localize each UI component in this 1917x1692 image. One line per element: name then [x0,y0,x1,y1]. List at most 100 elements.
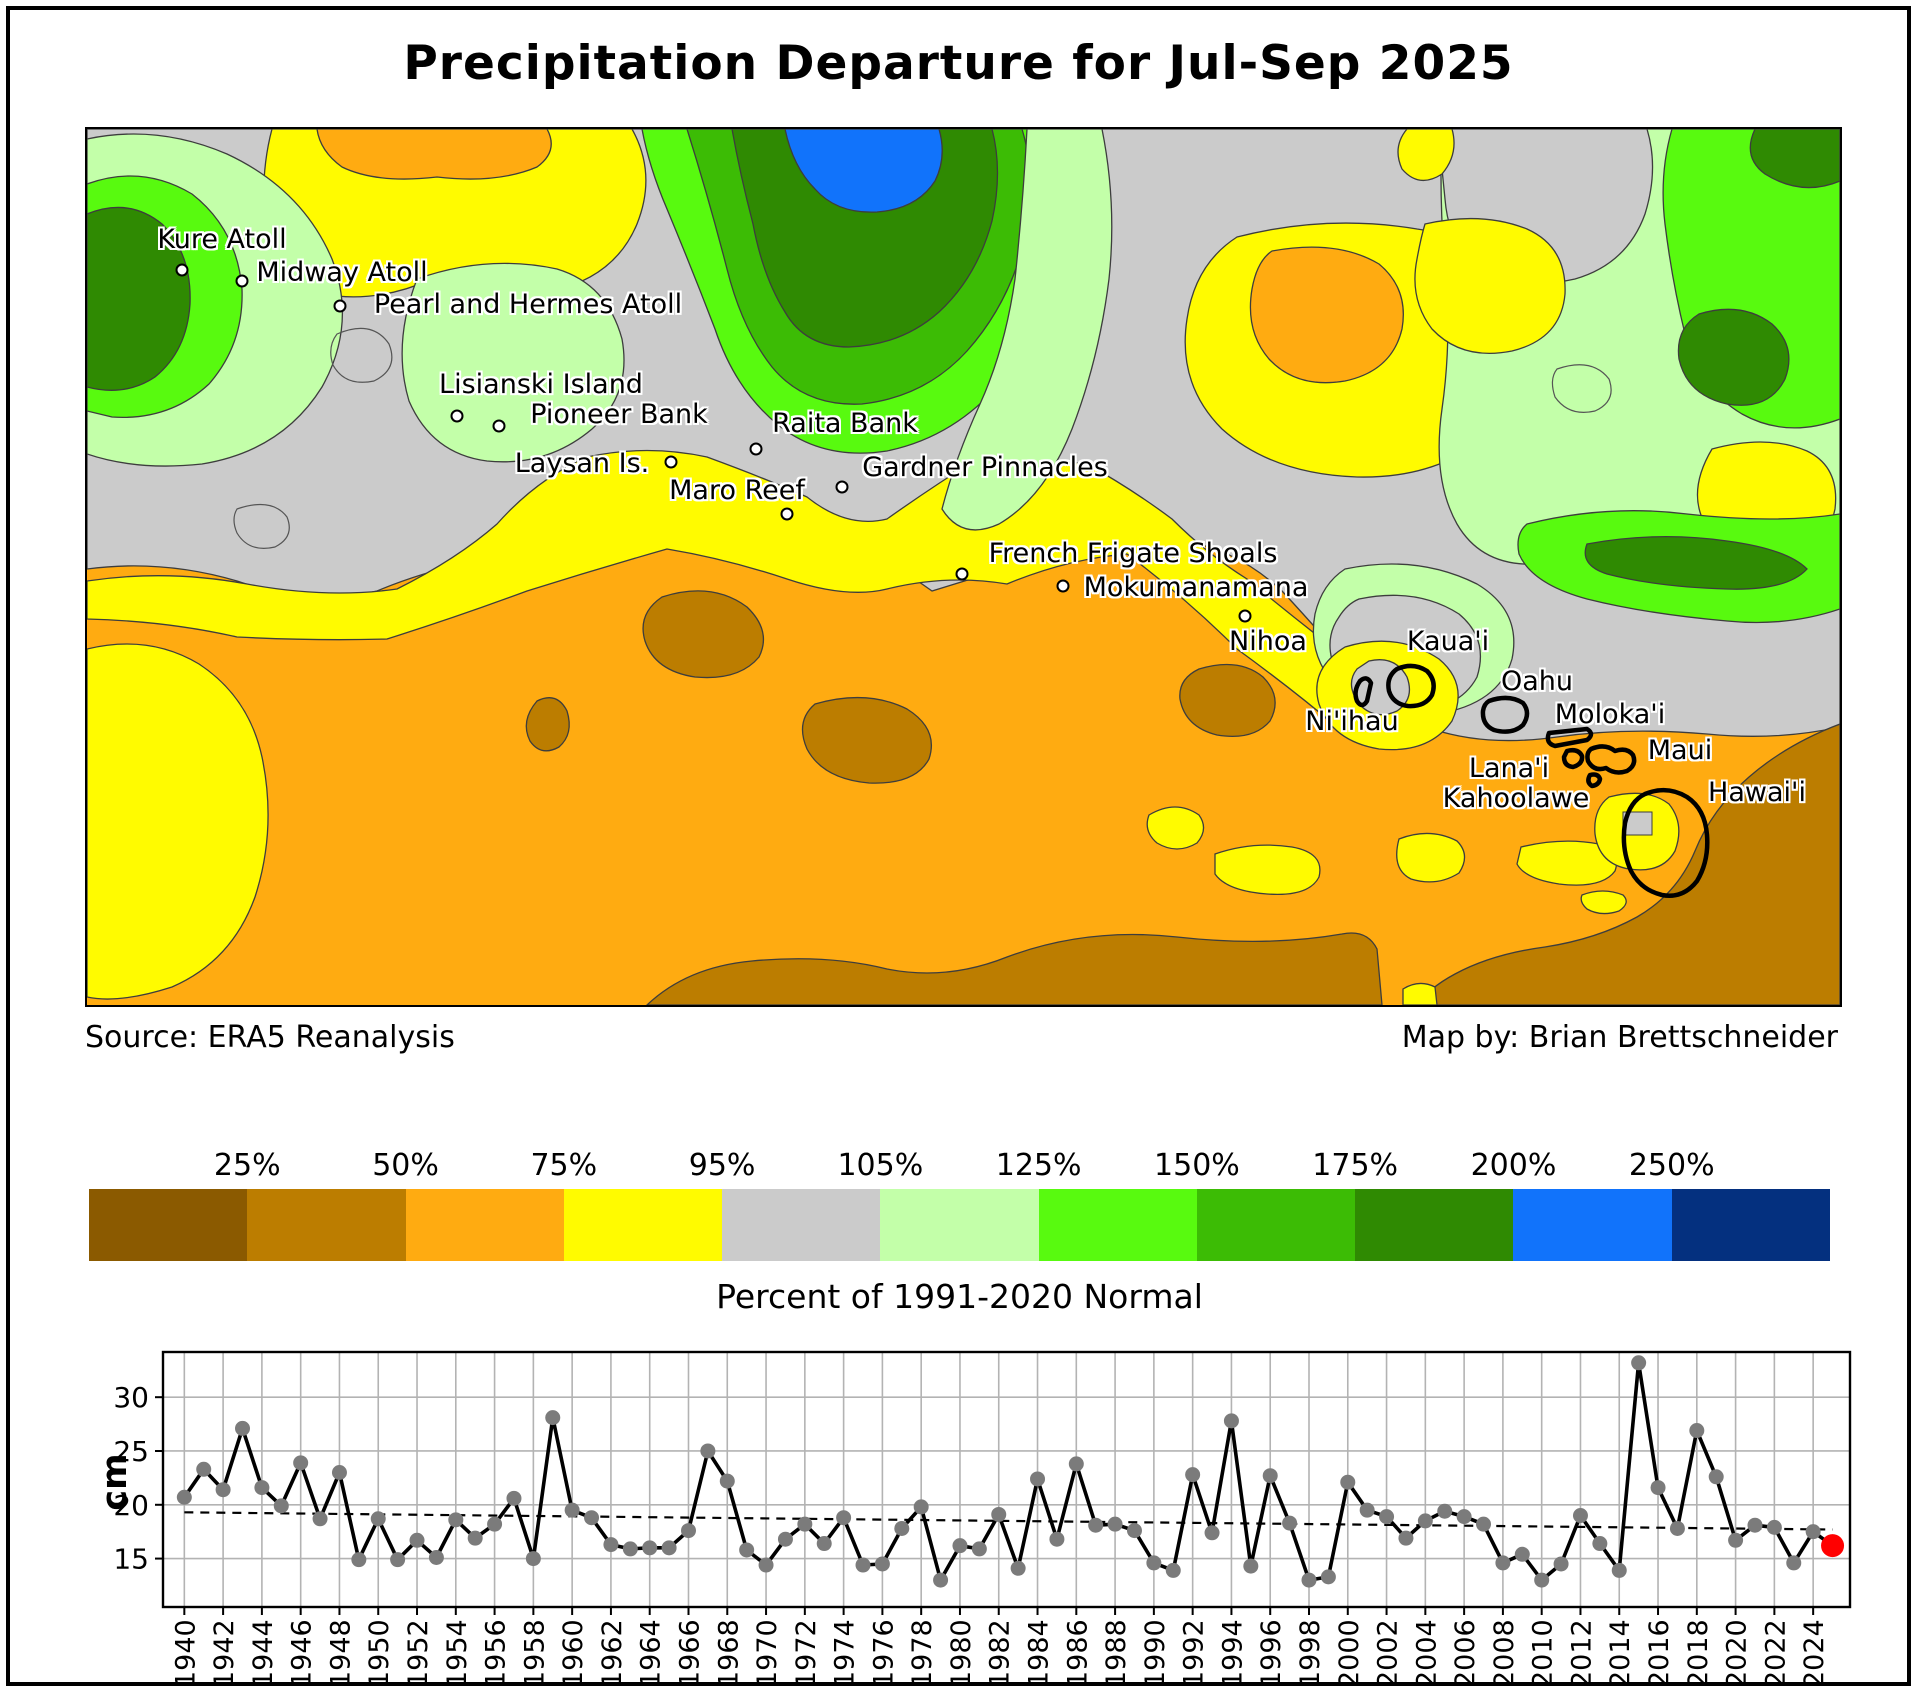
data-point [1088,1517,1104,1533]
contour-region [1418,723,1840,1005]
x-tick-label: 1982 [985,1619,1016,1688]
contour-region [1516,840,1618,886]
contour-region [801,696,933,784]
x-tick-label: 1964 [636,1619,667,1688]
data-point [467,1530,483,1546]
contour-region [316,129,552,180]
contour-region [1397,129,1455,181]
contour-region [1584,536,1808,590]
legend-tick-label: 250% [1628,1148,1715,1183]
x-tick-label: 2018 [1683,1619,1714,1688]
contour-region [1214,844,1321,896]
x-tick-label: 2016 [1644,1619,1675,1688]
x-tick-label: 2014 [1605,1619,1636,1688]
contour-region [87,206,191,391]
x-tick-label: 2006 [1450,1619,1481,1688]
island-outline-hawaii [1621,787,1710,898]
x-tick-label: 1972 [791,1619,822,1688]
data-point [370,1511,386,1527]
data-point [1223,1413,1239,1429]
x-tick-label: 1960 [558,1619,589,1688]
contour-region [1580,890,1627,915]
data-point [1146,1555,1162,1571]
data-point [487,1516,503,1532]
place-marker [333,299,347,313]
data-point [1379,1509,1395,1525]
data-point [1495,1555,1511,1571]
data-point [1786,1555,1802,1571]
contour-region [1414,217,1566,354]
x-tick-label: 2022 [1760,1619,1791,1688]
x-tick-label: 1940 [170,1619,201,1688]
contour-region [784,129,943,213]
place-marker [780,507,794,521]
place-label: Lana'i [1468,752,1550,784]
x-tick-label: 1988 [1101,1619,1132,1688]
place-marker [749,442,763,456]
legend-tick-label: 75% [530,1148,598,1183]
data-line [182,1361,1835,1582]
contour-region [525,697,570,752]
data-point [1204,1525,1220,1541]
data-point [1262,1468,1278,1484]
contour-region [1551,364,1612,413]
island-outline-oahu [1480,695,1530,734]
data-point [1805,1524,1821,1540]
data-point [506,1490,522,1506]
data-point [836,1510,852,1526]
x-tick-label: 1944 [248,1619,279,1688]
data-point [700,1443,716,1459]
contour-region [87,643,269,1000]
place-label: Maui [1647,734,1713,766]
place-label: Midway Atoll [256,256,428,288]
place-marker [235,274,249,288]
data-point [642,1540,658,1556]
contour-region [1749,129,1840,189]
data-point [1165,1562,1181,1578]
place-label: Maro Reef [669,474,805,506]
data-point [1340,1474,1356,1490]
x-tick-label: 2020 [1722,1619,1753,1688]
data-point [293,1455,309,1471]
data-point [1243,1558,1259,1574]
contour-region [1179,663,1276,738]
data-point [1650,1480,1666,1496]
place-label: Hawai'i [1708,776,1806,808]
data-point [448,1512,464,1528]
x-tick-label: 1970 [752,1619,783,1688]
data-point [680,1523,696,1539]
data-point [874,1556,890,1572]
data-point [176,1489,192,1505]
precipitation-map: Kure Atoll Midway Atoll Pearl and Hermes A… [85,127,1842,1007]
data-point [312,1511,328,1527]
data-point [894,1520,910,1536]
data-point [1126,1523,1142,1539]
data-point [1476,1516,1492,1532]
place-marker [835,480,849,494]
color-scale-legend: 25% 50% 75% 95% 105% 125% 150% 175% 200% 250% Per… [89,1148,1830,1316]
x-tick-label: 1998 [1295,1619,1326,1688]
x-tick-label: 1996 [1256,1619,1287,1688]
legend-color-cell [1196,1189,1356,1261]
place-label: Kahoolawe [1442,782,1590,814]
legend-tick-label: 150% [1154,1148,1240,1183]
data-point [235,1420,251,1436]
x-tick-label: 1968 [713,1619,744,1688]
place-marker [664,455,678,469]
legend-color-cell [247,1189,406,1261]
x-tick-label: 1984 [1024,1619,1055,1688]
x-tick-label: 1958 [519,1619,550,1688]
x-tick-label: 2004 [1411,1619,1442,1688]
y-tick-label: 15 [113,1543,149,1576]
x-tick-label: 1946 [287,1619,318,1688]
data-point [1398,1530,1414,1546]
place-marker [1238,609,1252,623]
map-contour-canvas [87,129,1840,1005]
x-tick-label: 1976 [868,1619,899,1688]
data-point [952,1538,968,1554]
x-tick-label: 2010 [1528,1619,1559,1688]
island-outline-molokai [1545,726,1594,749]
data-point [622,1541,638,1557]
place-marker [955,567,969,581]
data-point [739,1542,755,1558]
